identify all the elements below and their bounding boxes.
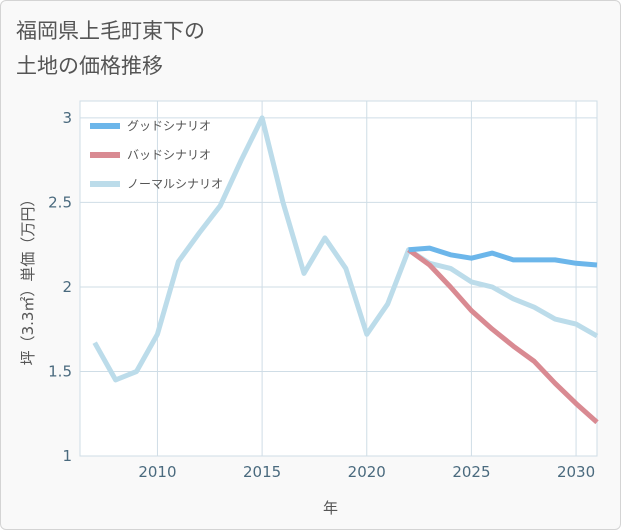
x-axis-label: 年 (323, 499, 338, 517)
y-tick-label: 3 (62, 109, 72, 127)
page-title: 福岡県上毛町東下の 土地の価格推移 (16, 14, 436, 84)
y-tick-label: 2.5 (48, 193, 72, 211)
x-tick-label: 2015 (243, 463, 281, 481)
series-line-0 (408, 245, 598, 268)
y-axis-label: 坪（3.3㎡）単価（万円） (19, 192, 37, 366)
y-tick-label: 1 (62, 447, 72, 465)
y-tick-label: 1.5 (48, 362, 72, 380)
x-tick-label: 2020 (348, 463, 386, 481)
plot-area (79, 100, 598, 457)
legend-label: バッドシナリオ (127, 148, 211, 162)
series-line-2 (92, 115, 599, 383)
title-line-2: 土地の価格推移 (16, 54, 163, 78)
series-line-1 (407, 247, 599, 425)
legend-label: グッドシナリオ (127, 119, 211, 133)
y-tick-label: 2 (62, 278, 72, 296)
x-tick-label: 2025 (452, 463, 490, 481)
x-tick-label: 2010 (138, 463, 176, 481)
legend-label: ノーマルシナリオ (127, 177, 223, 191)
title-line-1: 福岡県上毛町東下の (16, 19, 205, 43)
x-tick-label: 2030 (557, 463, 595, 481)
